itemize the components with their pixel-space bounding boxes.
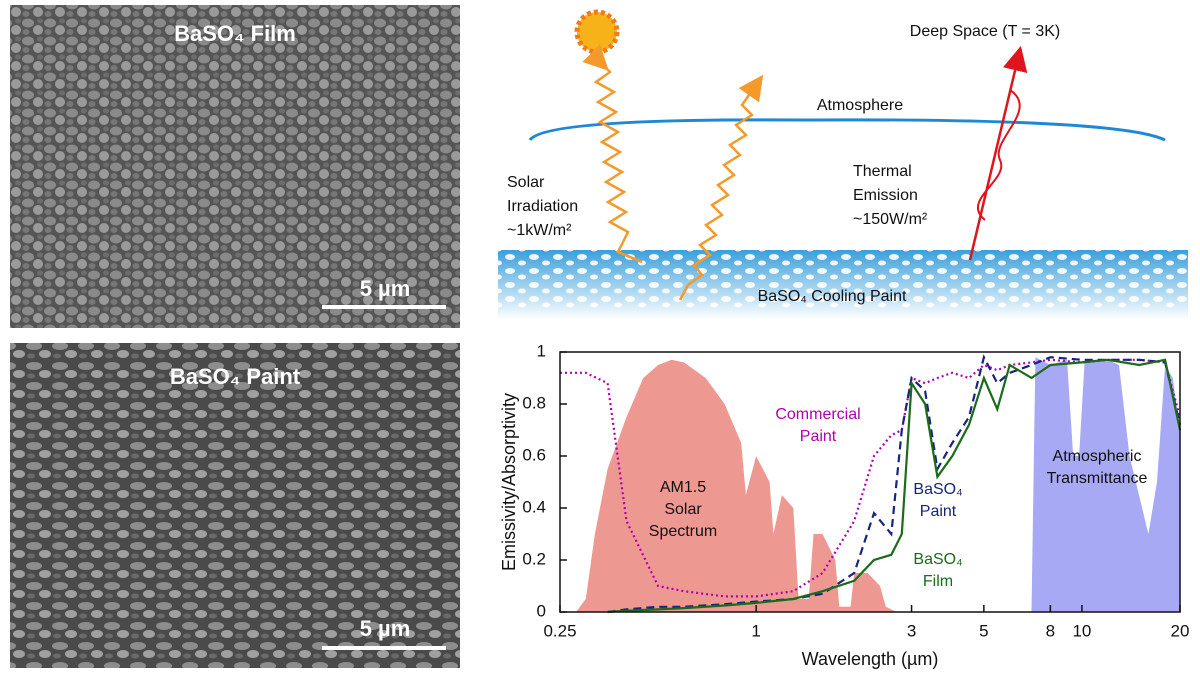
series-label: Commercial bbox=[775, 406, 860, 423]
paint-label: BaSO₄ Cooling Paint bbox=[758, 288, 907, 305]
scale-bar-label: 5 µm bbox=[360, 616, 411, 641]
solar-arrow-in bbox=[582, 44, 643, 264]
series-label: Transmittance bbox=[1047, 470, 1148, 487]
thermal-label: ~150W/m² bbox=[853, 211, 928, 228]
plot-frame bbox=[559, 351, 1181, 613]
sem-image-film bbox=[10, 5, 460, 328]
y-tick-label: 0.8 bbox=[522, 393, 546, 412]
solar-label: Solar bbox=[507, 174, 545, 191]
x-tick-label: 1 bbox=[751, 621, 760, 640]
y-tick-label: 0.4 bbox=[522, 497, 546, 516]
series-label: Film bbox=[923, 573, 953, 590]
y-tick-label: 1 bbox=[537, 341, 546, 360]
solar-arrow-out bbox=[678, 74, 764, 301]
atmosphere-label: Atmosphere bbox=[817, 97, 903, 114]
thermal-label: Thermal bbox=[853, 163, 912, 180]
chart: AM1.5 Solar Spectrum Atmospheric Transmittan… bbox=[499, 341, 1190, 668]
sem-label: BaSO₄ Paint bbox=[170, 364, 301, 389]
thermal-wave bbox=[976, 89, 1021, 221]
paint-particles bbox=[498, 250, 1188, 310]
y-axis-label: Emissivity/Absorptivity bbox=[499, 393, 519, 571]
x-tick-label: 20 bbox=[1171, 621, 1190, 640]
thermal-label: Emission bbox=[853, 187, 918, 204]
series-label: Paint bbox=[800, 428, 837, 445]
sem-image-paint bbox=[10, 343, 460, 668]
y-tick-label: 0 bbox=[537, 601, 546, 620]
x-tick-label: 3 bbox=[907, 621, 916, 640]
series-label: AM1.5 bbox=[660, 479, 706, 496]
x-tick-label: 8 bbox=[1046, 621, 1055, 640]
series-label: Solar bbox=[664, 501, 702, 518]
solar-label: ~1kW/m² bbox=[507, 222, 572, 239]
series-label: Spectrum bbox=[649, 523, 717, 540]
series-label: Paint bbox=[920, 503, 957, 520]
line-series bbox=[607, 354, 1182, 614]
area-series bbox=[1031, 357, 1180, 612]
x-tick-label: 5 bbox=[979, 621, 988, 640]
y-tick-label: 0.2 bbox=[522, 549, 546, 568]
sun bbox=[574, 9, 620, 55]
series-label: BaSO₄ bbox=[913, 481, 962, 498]
scale-bar-label: 5 µm bbox=[360, 276, 411, 301]
plot-area bbox=[560, 354, 1182, 614]
thermal-arrow bbox=[968, 45, 1028, 261]
series-label: BaSO₄ bbox=[913, 551, 962, 568]
sem-label: BaSO₄ Film bbox=[174, 21, 296, 46]
deep-space-label: Deep Space (T = 3K) bbox=[910, 23, 1060, 40]
diagram: Deep Space (T = 3K) Atmosphere Solar Irr… bbox=[498, 9, 1188, 320]
series-label: Atmospheric bbox=[1053, 448, 1142, 465]
x-axis-label: Wavelength (µm) bbox=[802, 649, 939, 669]
atmosphere-line bbox=[528, 118, 1166, 142]
area-series bbox=[576, 359, 897, 612]
line-series bbox=[607, 358, 1182, 614]
x-tick-label: 0.25 bbox=[543, 621, 576, 640]
x-tick-label: 10 bbox=[1072, 621, 1091, 640]
solar-label: Irradiation bbox=[507, 198, 578, 215]
y-tick-label: 0.6 bbox=[522, 445, 546, 464]
